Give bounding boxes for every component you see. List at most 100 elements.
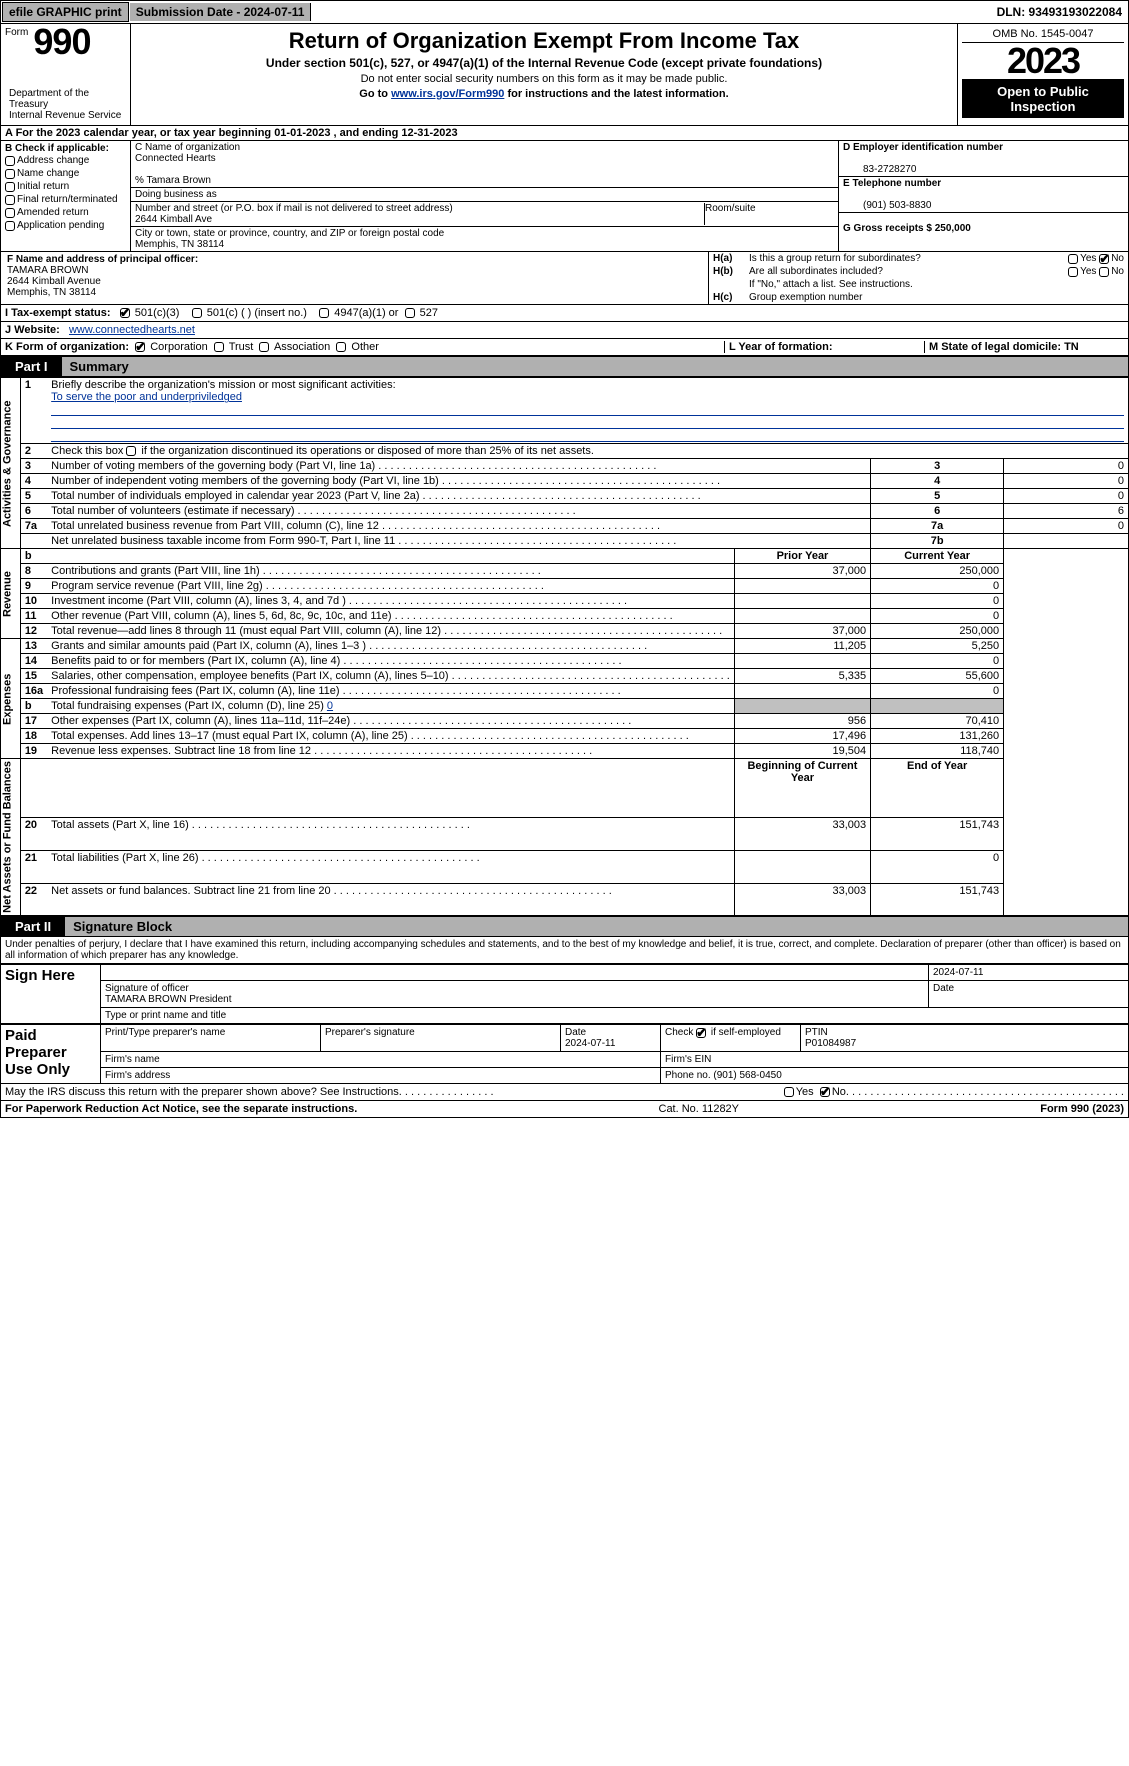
l16b-val[interactable]: 0 <box>327 700 333 712</box>
hb-label: H(b) <box>713 266 749 277</box>
cb-may-irs-no[interactable] <box>820 1087 830 1097</box>
hb-yes: Yes <box>1080 266 1096 277</box>
form-word: Form <box>5 27 28 38</box>
hc-text: Group exemption number <box>749 292 1124 303</box>
cb-501c3[interactable] <box>120 308 130 318</box>
cb-trust[interactable] <box>214 342 224 352</box>
paid-preparer-label: Paid Preparer Use Only <box>1 1025 101 1084</box>
l4-desc: Number of independent voting members of … <box>51 475 439 487</box>
subtitle-1: Under section 501(c), 527, or 4947(a)(1)… <box>135 54 953 72</box>
dba-label: Doing business as <box>135 189 217 200</box>
topbar: efile GRAPHIC print Submission Date - 20… <box>0 0 1129 24</box>
side-net-assets: Net Assets or Fund Balances <box>1 759 21 916</box>
cb-ha-yes[interactable] <box>1068 254 1078 264</box>
row-f: F Name and address of principal officer:… <box>1 252 708 304</box>
l16a-desc: Professional fundraising fees (Part IX, … <box>51 685 339 697</box>
submission-date: Submission Date - 2024-07-11 <box>130 3 312 21</box>
hdr-eoy: End of Year <box>871 759 1004 818</box>
right-header: OMB No. 1545-0047 2023 Open to Public In… <box>958 24 1128 125</box>
goto-link[interactable]: www.irs.gov/Form990 <box>391 88 504 100</box>
summary-row-21: 21Total liabilities (Part X, line 26)0 <box>1 850 1129 883</box>
dln: DLN: 93493193022084 <box>991 3 1128 21</box>
sig-date-val: 2024-07-11 <box>929 965 1129 981</box>
opt-527: 527 <box>420 307 438 319</box>
l11-desc: Other revenue (Part VIII, column (A), li… <box>51 610 391 622</box>
summary-row-9: 9Program service revenue (Part VIII, lin… <box>1 579 1129 594</box>
cb-may-irs-yes[interactable] <box>784 1087 794 1097</box>
cb-final-return[interactable] <box>5 195 15 205</box>
opt-corp: Corporation <box>150 341 207 353</box>
cb-527[interactable] <box>405 308 415 318</box>
l21-desc: Total liabilities (Part X, line 26) <box>51 852 198 864</box>
hdr-prior-year: Prior Year <box>734 549 870 564</box>
hb-no: No <box>1111 266 1124 277</box>
cb-initial-return[interactable] <box>5 182 15 192</box>
opt-501c: 501(c) ( ) (insert no.) <box>207 307 307 319</box>
cb-hb-yes[interactable] <box>1068 267 1078 277</box>
goto-line: Go to www.irs.gov/Form990 for instructio… <box>135 86 953 102</box>
city-label: City or town, state or province, country… <box>135 228 444 239</box>
summary-row-5: 5Total number of individuals employed in… <box>1 489 1129 504</box>
may-irs-no: No <box>832 1086 846 1098</box>
cb-app-pending[interactable] <box>5 221 15 231</box>
side-activities-governance: Activities & Governance <box>1 378 21 549</box>
efile-print-button[interactable]: efile GRAPHIC print <box>2 2 129 22</box>
l5-desc: Total number of individuals employed in … <box>51 490 419 502</box>
ha-yes: Yes <box>1080 253 1096 264</box>
goto-post: for instructions and the latest informat… <box>507 88 728 100</box>
sign-here-label: Sign Here <box>1 965 101 1024</box>
part2-header: Part II Signature Block <box>0 916 1129 937</box>
sig-date-label: Date <box>929 981 1129 1008</box>
col-b-checkboxes: B Check if applicable: Address change Na… <box>1 141 131 251</box>
cb-4947[interactable] <box>319 308 329 318</box>
ein-value: 83-2728270 <box>843 164 916 175</box>
part1-header: Part I Summary <box>0 356 1129 377</box>
summary-row-17: 17Other expenses (Part IX, column (A), l… <box>1 714 1129 729</box>
firm-phone-label: Phone no. (901) 568-0450 <box>661 1068 1129 1084</box>
hdr-current-year: Current Year <box>871 549 1004 564</box>
l1-label: Briefly describe the organization's miss… <box>51 379 395 391</box>
sig-officer-name: TAMARA BROWN President <box>105 994 232 1005</box>
j-label: J Website: <box>5 324 60 336</box>
summary-row-7a: 7aTotal unrelated business revenue from … <box>1 519 1129 534</box>
cb-address-change[interactable] <box>5 156 15 166</box>
opt-address-change: Address change <box>17 155 89 166</box>
ha-label: H(a) <box>713 253 749 264</box>
footer-left: For Paperwork Reduction Act Notice, see … <box>5 1103 357 1115</box>
cb-corp[interactable] <box>135 342 145 352</box>
cb-self-employed[interactable] <box>696 1028 706 1038</box>
opt-name-change: Name change <box>17 168 79 179</box>
cb-name-change[interactable] <box>5 169 15 179</box>
side-expenses: Expenses <box>1 639 21 759</box>
summary-row-4: 4Number of independent voting members of… <box>1 474 1129 489</box>
website-link[interactable]: www.connectedhearts.net <box>69 324 195 336</box>
l9-desc: Program service revenue (Part VIII, line… <box>51 580 263 592</box>
bcd-grid: B Check if applicable: Address change Na… <box>0 141 1129 252</box>
summary-row-6: 6Total number of volunteers (estimate if… <box>1 504 1129 519</box>
mission-text[interactable]: To serve the poor and underpriviledged <box>51 391 242 403</box>
ptin-value: P01084987 <box>805 1038 856 1049</box>
footer-right: Form 990 (2023) <box>1040 1103 1124 1115</box>
firm-ein-label: Firm's EIN <box>661 1052 1129 1068</box>
cb-assoc[interactable] <box>259 342 269 352</box>
opt-final-return: Final return/terminated <box>17 194 118 205</box>
cb-discontinued[interactable] <box>126 446 136 456</box>
cb-501c[interactable] <box>192 308 202 318</box>
summary-row-15: 15Salaries, other compensation, employee… <box>1 669 1129 684</box>
city-value: Memphis, TN 38114 <box>135 239 224 250</box>
sig-declaration: Under penalties of perjury, I declare th… <box>0 937 1129 964</box>
cb-ha-no[interactable] <box>1099 254 1109 264</box>
cb-amended-return[interactable] <box>5 208 15 218</box>
l10-desc: Investment income (Part VIII, column (A)… <box>51 595 346 607</box>
summary-row-20: 20Total assets (Part X, line 16)33,00315… <box>1 818 1129 851</box>
cb-hb-no[interactable] <box>1099 267 1109 277</box>
l20-desc: Total assets (Part X, line 16) <box>51 819 189 831</box>
summary-row-16b: bTotal fundraising expenses (Part IX, co… <box>1 699 1129 714</box>
main-title: Return of Organization Exempt From Incom… <box>135 26 953 54</box>
form-header: Form 990 Department of the TreasuryInter… <box>0 24 1129 126</box>
cb-other[interactable] <box>336 342 346 352</box>
firm-addr-label: Firm's address <box>101 1068 661 1084</box>
l2-text: Check this box if the organization disco… <box>51 445 594 457</box>
ha-text: Is this a group return for subordinates? <box>749 253 1014 264</box>
opt-app-pending: Application pending <box>17 220 104 231</box>
